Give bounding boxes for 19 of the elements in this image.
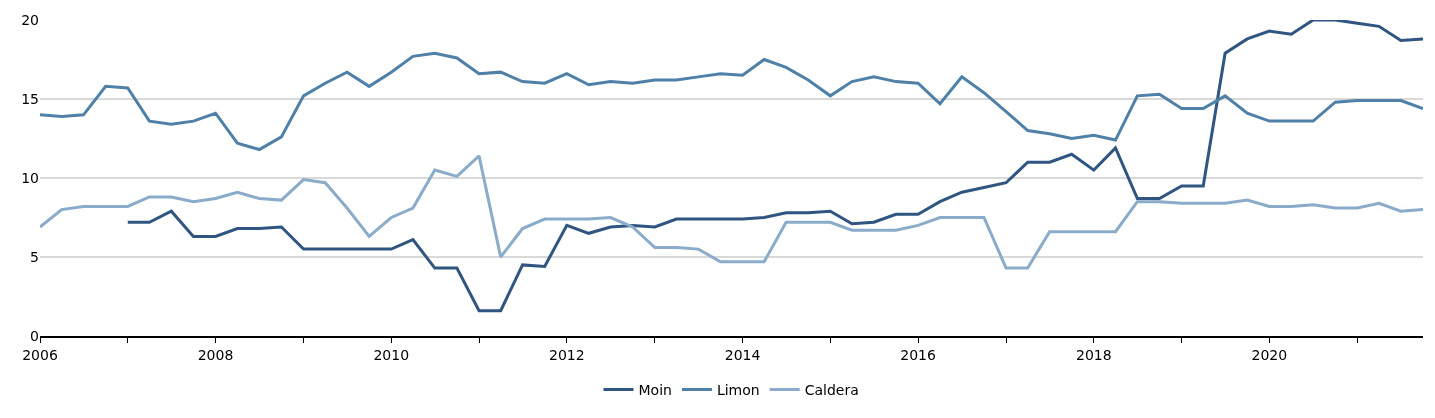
y-tick-label: 20 (21, 11, 39, 28)
y-tick-label: 5 (30, 248, 39, 265)
x-tick-label: 2020 (1251, 346, 1288, 363)
legend-label: Caldera (804, 381, 859, 398)
line-series (126, 20, 1423, 313)
x-tick-label: 2008 (197, 346, 234, 363)
x-tick-label: 2014 (724, 346, 761, 363)
line-series (40, 154, 1423, 270)
legend-label: Limon (716, 381, 760, 398)
x-tick-label: 2012 (548, 346, 585, 363)
y-tick-label: 0 (30, 327, 39, 344)
x-tick-label: 2018 (1076, 346, 1112, 363)
y-tick-label: 10 (21, 169, 39, 186)
line-series (40, 51, 1423, 152)
y-tick-label: 15 (21, 90, 39, 107)
legend-label: Moin (638, 381, 672, 398)
x-tick-label: 2006 (22, 346, 58, 363)
x-tick-label: 2016 (900, 346, 936, 363)
x-tick-label: 2010 (373, 346, 410, 363)
